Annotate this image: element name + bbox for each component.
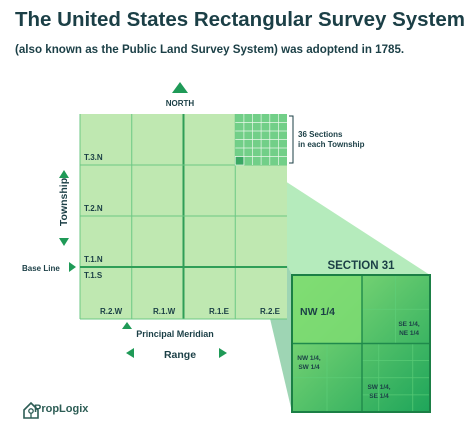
range-label-r1w: R.1.W bbox=[153, 307, 176, 316]
township-up-arrow-icon bbox=[59, 170, 69, 178]
meridian-arrow-icon bbox=[122, 322, 132, 329]
north-arrow-icon bbox=[172, 82, 188, 93]
range-label-r1e: R.1.E bbox=[209, 307, 230, 316]
range-label-r2e: R.2.E bbox=[260, 307, 281, 316]
township-label-t1s: T.1.S bbox=[84, 271, 103, 280]
proplogix-logo-icon bbox=[23, 401, 39, 419]
township-label-t3n: T.3.N bbox=[84, 153, 103, 162]
quarter-nw-sw-label: NW 1/4, SW 1/4 bbox=[295, 355, 323, 372]
section-title: SECTION 31 bbox=[327, 260, 395, 272]
sections-township bbox=[234, 114, 287, 166]
range-left-arrow-icon bbox=[126, 348, 134, 358]
quarter-nw-sw-line-1: NW 1/4, bbox=[297, 355, 321, 362]
logo-text: PropLogix bbox=[34, 403, 89, 415]
quarter-sw-se-line-1: SW 1/4, bbox=[367, 384, 391, 391]
quarter-se-ne-label: SE 1/4, NE 1/4 bbox=[396, 321, 422, 338]
sections-callout: 36 Sections in each Township bbox=[298, 130, 365, 150]
quarter-se-ne-line-1: SE 1/4, bbox=[398, 321, 420, 328]
township-axis-text: Township bbox=[58, 177, 70, 227]
quarter-sw-se-label: SW 1/4, SE 1/4 bbox=[362, 384, 396, 401]
quarter-nw-label: NW 1/4 bbox=[300, 306, 336, 318]
range-label-r2w: R.2.W bbox=[100, 307, 123, 316]
township-label-t1n: T.1.N bbox=[84, 255, 103, 264]
range-right-arrow-icon bbox=[219, 348, 227, 358]
callout-bracket bbox=[289, 115, 294, 164]
quarter-se-ne-line-2: NE 1/4 bbox=[399, 329, 419, 337]
quarter-nw-sw-line-2: SW 1/4 bbox=[298, 363, 320, 371]
township-label-t2n: T.2.N bbox=[84, 204, 103, 213]
page-subtitle: (also known as the Public Land Survey Sy… bbox=[15, 43, 405, 56]
section-31-box bbox=[291, 274, 431, 413]
callout-line-1: 36 Sections bbox=[298, 130, 343, 139]
meridian-label: Principal Meridian bbox=[136, 329, 214, 339]
baseline-arrow-icon bbox=[69, 262, 76, 272]
north-label: NORTH bbox=[165, 99, 195, 108]
range-axis-label: Range bbox=[163, 349, 197, 361]
baseline-label: Base Line bbox=[22, 264, 60, 273]
township-down-arrow-icon bbox=[59, 238, 69, 246]
page-title: The United States Rectangular Survey Sys… bbox=[15, 8, 466, 31]
section-31-marker bbox=[234, 156, 245, 166]
callout-line-2: in each Township bbox=[298, 140, 365, 149]
quarter-sw-se-line-2: SE 1/4 bbox=[369, 392, 389, 400]
